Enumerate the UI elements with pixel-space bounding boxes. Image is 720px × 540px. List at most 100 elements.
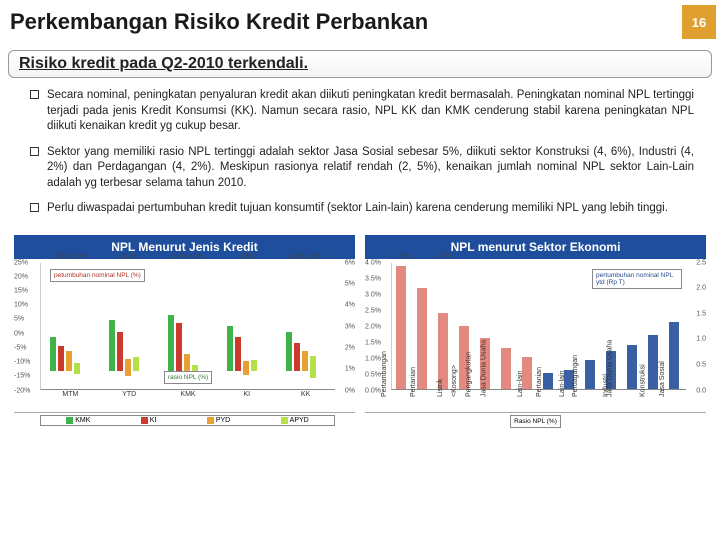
- y-tick-left: 1.5%: [365, 339, 381, 346]
- y-tick-left: 20%: [14, 273, 28, 280]
- y-tick-left: 0.5%: [365, 371, 381, 378]
- bar: [235, 337, 241, 371]
- bullet-marker: [30, 90, 39, 99]
- bar: [227, 326, 233, 371]
- legend-item: KI: [141, 417, 157, 424]
- x-category: KMK: [180, 391, 195, 398]
- y-tick-left: 2.5%: [365, 307, 381, 314]
- bar: [627, 345, 637, 389]
- x-category: Pertanian: [410, 367, 417, 397]
- chart-right-legend-bottom: Rasio NPL (%): [510, 415, 561, 428]
- bar-group: Jasa Dunia Usaha: [501, 263, 515, 389]
- data-label: 3.8% 3.7%: [55, 253, 86, 260]
- x-category: Lain-lain: [558, 370, 565, 396]
- bar: [251, 360, 257, 371]
- legend-item: PYD: [207, 417, 230, 424]
- bullet-item: Secara nominal, peningkatan penyaluran k…: [30, 88, 694, 135]
- legend-swatch: [207, 417, 214, 424]
- data-label: 3.7%: [122, 253, 137, 260]
- y-tick-left: 10%: [14, 302, 28, 309]
- x-category: Jasa Sosial: [659, 361, 666, 397]
- y-tick-left: 3.0%: [365, 291, 381, 298]
- y-tick-left: 5%: [14, 316, 24, 323]
- bar: [168, 315, 174, 371]
- x-category: Pertambangan: [381, 351, 388, 397]
- x-category: Listrik: [436, 378, 443, 396]
- bar-group: 2.4%Listrik: [438, 263, 452, 389]
- bar: [58, 346, 64, 371]
- bullet-item: Perlu diwaspadai pertumbuhan kredit tuju…: [30, 201, 694, 217]
- y-tick-right: 3%: [345, 323, 355, 330]
- y-tick-left: 4.0%: [365, 259, 381, 266]
- data-label: 3.3%: [239, 253, 254, 260]
- y-tick-right: 2.5: [696, 259, 706, 266]
- legend-item: KMK: [66, 417, 90, 424]
- bar: [543, 373, 553, 389]
- legend-swatch: [281, 417, 288, 424]
- y-tick-left: 2.0%: [365, 323, 381, 330]
- y-tick-right: 6%: [345, 259, 355, 266]
- x-category: Konstruksi: [639, 364, 646, 397]
- legend-swatch: [141, 417, 148, 424]
- data-label: 3.4% 3.5%: [172, 253, 203, 260]
- data-label: 2.4%: [437, 253, 452, 260]
- bar-group: Lain-lain: [522, 263, 536, 389]
- bar: [302, 351, 308, 371]
- y-tick-left: 0.0%: [365, 387, 381, 394]
- bar: [117, 332, 123, 371]
- x-category: Perdagangan: [571, 355, 578, 397]
- legend-label: KI: [150, 417, 157, 424]
- legend-label: PYD: [216, 417, 230, 424]
- bar: [396, 266, 406, 389]
- y-tick-right: 4%: [345, 302, 355, 309]
- bar: [125, 359, 131, 376]
- y-tick-right: 2%: [345, 344, 355, 351]
- page-header: Perkembangan Risiko Kredit Perbankan 16: [0, 0, 720, 44]
- bar-group: Pertanian: [417, 263, 431, 389]
- bar: [176, 323, 182, 371]
- x-category: Lain-lain: [516, 370, 523, 396]
- x-category: Jasa Dunia Usaha: [606, 339, 613, 396]
- y-tick-left: 0%: [14, 330, 24, 337]
- y-tick-left: 3.5%: [365, 275, 381, 282]
- bullet-text: Secara nominal, peningkatan penyaluran k…: [47, 88, 694, 135]
- bullet-list: Secara nominal, peningkatan penyaluran k…: [0, 88, 720, 217]
- chart-right-legend-1: pertumbuhan nominal NPL ytd (Rp T): [592, 269, 682, 289]
- legend-swatch: [66, 417, 73, 424]
- bar: [109, 320, 115, 370]
- y-tick-right: 1%: [345, 366, 355, 373]
- y-tick-right: 5%: [345, 280, 355, 287]
- chart-right-col: NPL menurut Sektor Ekonomi 4.3%Pertamban…: [365, 235, 706, 428]
- bar: [184, 354, 190, 371]
- y-tick-right: 1.0: [696, 336, 706, 343]
- bar: [648, 335, 658, 389]
- y-tick-left: -20%: [14, 387, 30, 394]
- chart-left-legend-1: petumbuhan nominal NPL (%): [50, 269, 145, 282]
- y-tick-left: -10%: [14, 359, 30, 366]
- bar: [50, 337, 56, 371]
- x-category: YTD: [122, 391, 136, 398]
- page-number-badge: 16: [682, 5, 716, 39]
- data-label: 4.3%: [395, 253, 410, 260]
- bar: [133, 357, 139, 371]
- bullet-text: Perlu diwaspadai pertumbuhan kredit tuju…: [47, 201, 668, 217]
- y-tick-left: 25%: [14, 259, 28, 266]
- chart-right-title: NPL menurut Sektor Ekonomi: [365, 235, 706, 259]
- chart-right: 4.3%PertambanganPertanian2.4%Listrik<Kos…: [365, 263, 706, 413]
- bar: [438, 313, 448, 389]
- bar: [66, 351, 72, 371]
- legend-label: APYD: [290, 417, 309, 424]
- page-title: Perkembangan Risiko Kredit Perbankan: [10, 9, 428, 35]
- bar: [74, 363, 80, 374]
- y-tick-left: -5%: [14, 344, 26, 351]
- subtitle-text: Risiko kredit pada Q2-2010 terkendali.: [19, 55, 701, 73]
- y-tick-left: 1.0%: [365, 355, 381, 362]
- bullet-text: Sektor yang memiliki rasio NPL tertinggi…: [47, 145, 694, 192]
- bar: [417, 288, 427, 389]
- x-category: MTM: [62, 391, 78, 398]
- x-category: KK: [301, 391, 310, 398]
- bar-group: Pertanian: [543, 263, 557, 389]
- bar-group: 4.3%Pertambangan: [396, 263, 410, 389]
- y-tick-right: 0%: [345, 387, 355, 394]
- y-tick-right: 0.0: [696, 387, 706, 394]
